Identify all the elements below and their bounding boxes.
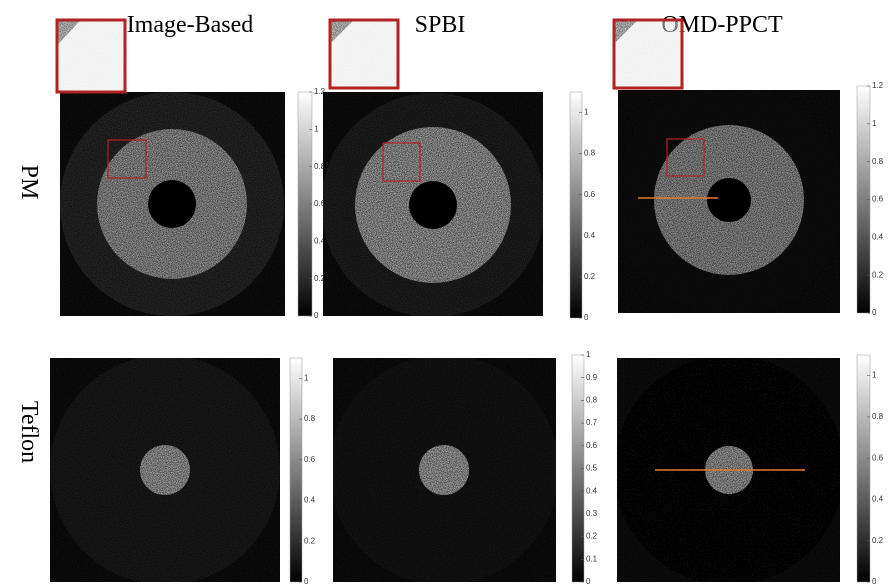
row-label: PM bbox=[16, 165, 42, 200]
phantom bbox=[50, 355, 280, 585]
phantom bbox=[60, 92, 285, 316]
colorbar-tick-label: 1 bbox=[314, 124, 319, 133]
colorbar-tick-label: 0.8 bbox=[586, 396, 598, 405]
colorbar-tick-label: 0.4 bbox=[586, 486, 598, 495]
colorbar-tick-label: 0.8 bbox=[872, 157, 884, 166]
sample bbox=[140, 445, 190, 495]
colorbar-tick-label: 1 bbox=[586, 350, 591, 359]
row-label: Teflon bbox=[16, 401, 42, 463]
reconstruction-image bbox=[50, 355, 280, 585]
colorbar-tick-label: 0.6 bbox=[584, 190, 596, 199]
column-title: Image-Based bbox=[127, 12, 254, 38]
colorbar-tick-label: 0 bbox=[584, 313, 589, 322]
zoom-inset bbox=[330, 20, 398, 88]
colorbar-tick-label: 0.6 bbox=[872, 453, 884, 462]
colorbar-tick-label: 0.8 bbox=[872, 412, 884, 421]
colorbar-tick-label: 0.2 bbox=[584, 272, 596, 281]
colorbar-tick-label: 0.6 bbox=[304, 455, 316, 464]
colorbar-tick-label: 0 bbox=[304, 577, 309, 586]
reconstruction-image bbox=[321, 92, 545, 317]
column-title: SPBI bbox=[415, 12, 466, 38]
colorbar bbox=[570, 92, 582, 318]
colorbar-tick-label: 0.3 bbox=[586, 509, 598, 518]
colorbar-tick-label: 0.4 bbox=[584, 231, 596, 240]
colorbar-tick-label: 0.7 bbox=[586, 418, 598, 427]
hole bbox=[148, 180, 196, 228]
phantom bbox=[614, 85, 844, 315]
hole bbox=[707, 178, 751, 222]
colorbar-tick-label: 0.4 bbox=[872, 232, 884, 241]
reconstruction-image bbox=[329, 355, 559, 585]
reconstruction-image bbox=[614, 85, 844, 315]
colorbar-tick-label: 0.8 bbox=[304, 414, 316, 423]
phantom bbox=[321, 92, 545, 317]
colorbar-tick-label: 1.2 bbox=[872, 81, 884, 90]
colorbar-tick-label: 0.2 bbox=[586, 532, 598, 541]
sample bbox=[419, 445, 469, 495]
colorbar-tick-label: 0.2 bbox=[872, 536, 884, 545]
colorbar-tick-label: 1 bbox=[304, 373, 309, 382]
colorbar-tick-label: 0.2 bbox=[304, 536, 316, 545]
phantom bbox=[329, 355, 559, 585]
colorbar-tick-label: 0 bbox=[314, 311, 319, 320]
colorbar-tick-label: 0 bbox=[872, 577, 877, 586]
colorbar-tick-label: 0.8 bbox=[584, 149, 596, 158]
zoom-inset bbox=[57, 20, 125, 92]
colorbar-tick-label: 1 bbox=[872, 371, 877, 380]
reconstruction-image bbox=[60, 92, 285, 316]
colorbar-tick-label: 0.6 bbox=[872, 195, 884, 204]
colorbar-tick-label: 0 bbox=[872, 308, 877, 317]
zoom-inset bbox=[614, 20, 682, 88]
colorbar-tick-label: 0.2 bbox=[872, 270, 884, 279]
colorbar bbox=[290, 358, 302, 582]
colorbar-tick-label: 1 bbox=[872, 119, 877, 128]
colorbar-tick-label: 0 bbox=[586, 577, 591, 586]
colorbar-tick-label: 0.4 bbox=[304, 496, 316, 505]
colorbar-tick-label: 0.6 bbox=[586, 441, 598, 450]
colorbar-tick-label: 0.1 bbox=[586, 554, 598, 563]
colorbar-tick-label: 0.4 bbox=[872, 495, 884, 504]
colorbar bbox=[857, 355, 870, 582]
colorbar-tick-label: 0.9 bbox=[586, 373, 598, 382]
colorbar-tick-label: 0.5 bbox=[586, 464, 598, 473]
hole bbox=[409, 181, 457, 229]
colorbar-tick-label: 1 bbox=[584, 108, 589, 117]
figure: Image-Based SPBI OMD-PPCT PM Teflon 00.2… bbox=[0, 0, 891, 588]
